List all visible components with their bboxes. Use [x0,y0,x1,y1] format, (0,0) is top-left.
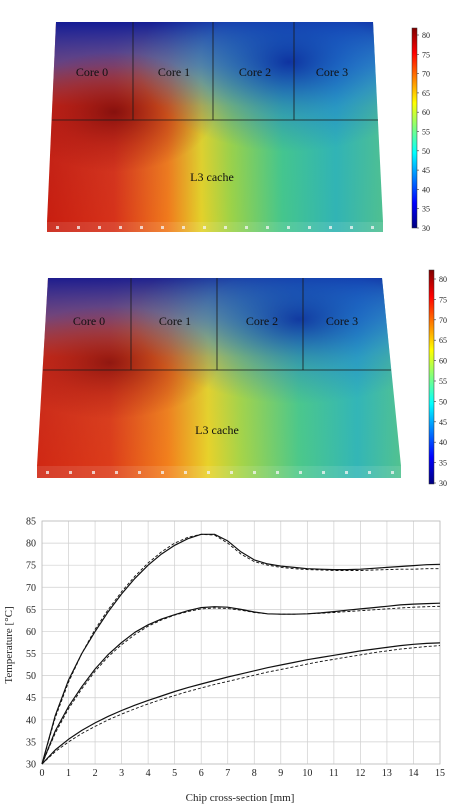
label-l3-cache: L3 cache [195,423,239,437]
series-line-3-solid [41,602,441,765]
label-core-3: Core 3 [326,314,358,328]
thermal-map-bottom: Core 0 Core 1 Core 2 Core 3 L3 cache 80 7… [37,269,447,488]
x-axis-label: Chip cross-section [mm] [186,792,295,804]
colorbar-tick-label: 50 [439,397,447,406]
temperature-line-chart: 0 1 2 3 4 5 6 7 8 9 10 11 12 13 14 15 30354045505560657… [3,517,446,805]
y-tick-label: 65 [26,605,36,616]
colorbar-tick-label: 70 [422,70,430,79]
colorbar-tick-label: 35 [439,459,447,468]
series-line-4-dashed [41,605,441,765]
y-tick-label: 85 [26,517,36,528]
y-tick-label: 75 [26,561,36,572]
label-core-0: Core 0 [76,65,108,79]
core-boundaries [52,22,378,121]
x-tick-label: 9 [278,768,283,779]
x-tick-label: 7 [225,768,230,779]
series-line-1-solid [41,533,441,765]
x-tick-label: 4 [146,768,151,779]
label-core-2: Core 2 [239,65,271,79]
y-axis-label: Temperature [°C] [3,606,15,683]
chip-front-edge [47,222,383,232]
x-tick-label: 15 [435,768,445,779]
colorbar-tick-label: 80 [422,31,430,40]
chip-edge-dots [46,471,394,474]
y-tick-label: 30 [26,760,36,771]
chart-grid [41,520,441,765]
x-tick-label: 2 [93,768,98,779]
colorbar-tick-label: 80 [439,275,447,284]
y-tick-label: 60 [26,627,36,638]
x-tick-labels: 0 1 2 3 4 5 6 7 8 9 10 11 12 13 14 15 [40,768,446,779]
label-core-2: Core 2 [246,314,278,328]
colorbar-tick-label: 70 [439,316,447,325]
chip-front-edge [37,466,401,478]
label-l3-cache: L3 cache [190,170,234,184]
colorbar-tick-label: 50 [422,147,430,156]
y-tick-label: 50 [26,671,36,682]
x-tick-label: 14 [408,768,418,779]
colorbar-tick-label: 35 [422,205,430,214]
x-tick-label: 8 [252,768,257,779]
colorbar-tick-label: 45 [439,418,447,427]
series-line-6-dashed [41,645,441,765]
chip-edge-dots [56,226,374,229]
colorbar-tick-label: 30 [439,479,447,488]
y-tick-label: 70 [26,583,36,594]
colorbar [428,269,435,485]
colorbar-tick-label: 60 [422,108,430,117]
y-tick-label: 55 [26,649,36,660]
x-tick-label: 3 [119,768,124,779]
x-tick-label: 5 [172,768,177,779]
colorbar-tick-label: 55 [422,128,430,137]
x-tick-label: 13 [382,768,392,779]
colorbar-tick-label: 75 [439,295,447,304]
colorbar-tick-label: 30 [422,224,430,233]
y-tick-label: 35 [26,737,36,748]
colorbar-tick-label: 65 [439,336,447,345]
label-core-3: Core 3 [316,65,348,79]
colorbar-tick-label: 45 [422,166,430,175]
plot-frame [41,520,441,765]
colorbar-tick-label: 60 [439,357,447,366]
x-tick-label: 11 [329,768,339,779]
colorbar-tick-label: 40 [422,185,430,194]
x-tick-label: 12 [355,768,365,779]
colorbar-tick-label: 55 [439,377,447,386]
label-core-0: Core 0 [73,314,105,328]
chart-series [41,533,441,765]
series-line-5-solid [41,642,441,765]
y-tick-label: 80 [26,539,36,550]
x-tick-label: 1 [66,768,71,779]
series-line-2-dashed [41,533,440,765]
label-core-1: Core 1 [159,314,191,328]
x-tick-label: 0 [40,768,45,779]
colorbar-tick-label: 75 [422,50,430,59]
x-tick-label: 10 [302,768,312,779]
y-tick-label: 45 [26,693,36,704]
colorbar-tick-label: 40 [439,438,447,447]
y-tick-label: 40 [26,715,36,726]
x-tick-label: 6 [199,768,204,779]
thermal-map-top: Core 0 Core 1 Core 2 Core 3 L3 cache 80 7… [47,22,430,233]
label-core-1: Core 1 [158,65,190,79]
y-tick-labels: 30 35 40 45 50 55 60 65 70 75 80 85 [26,517,36,771]
colorbar [411,27,418,229]
colorbar-tick-label: 65 [422,89,430,98]
core-boundaries [43,278,391,371]
